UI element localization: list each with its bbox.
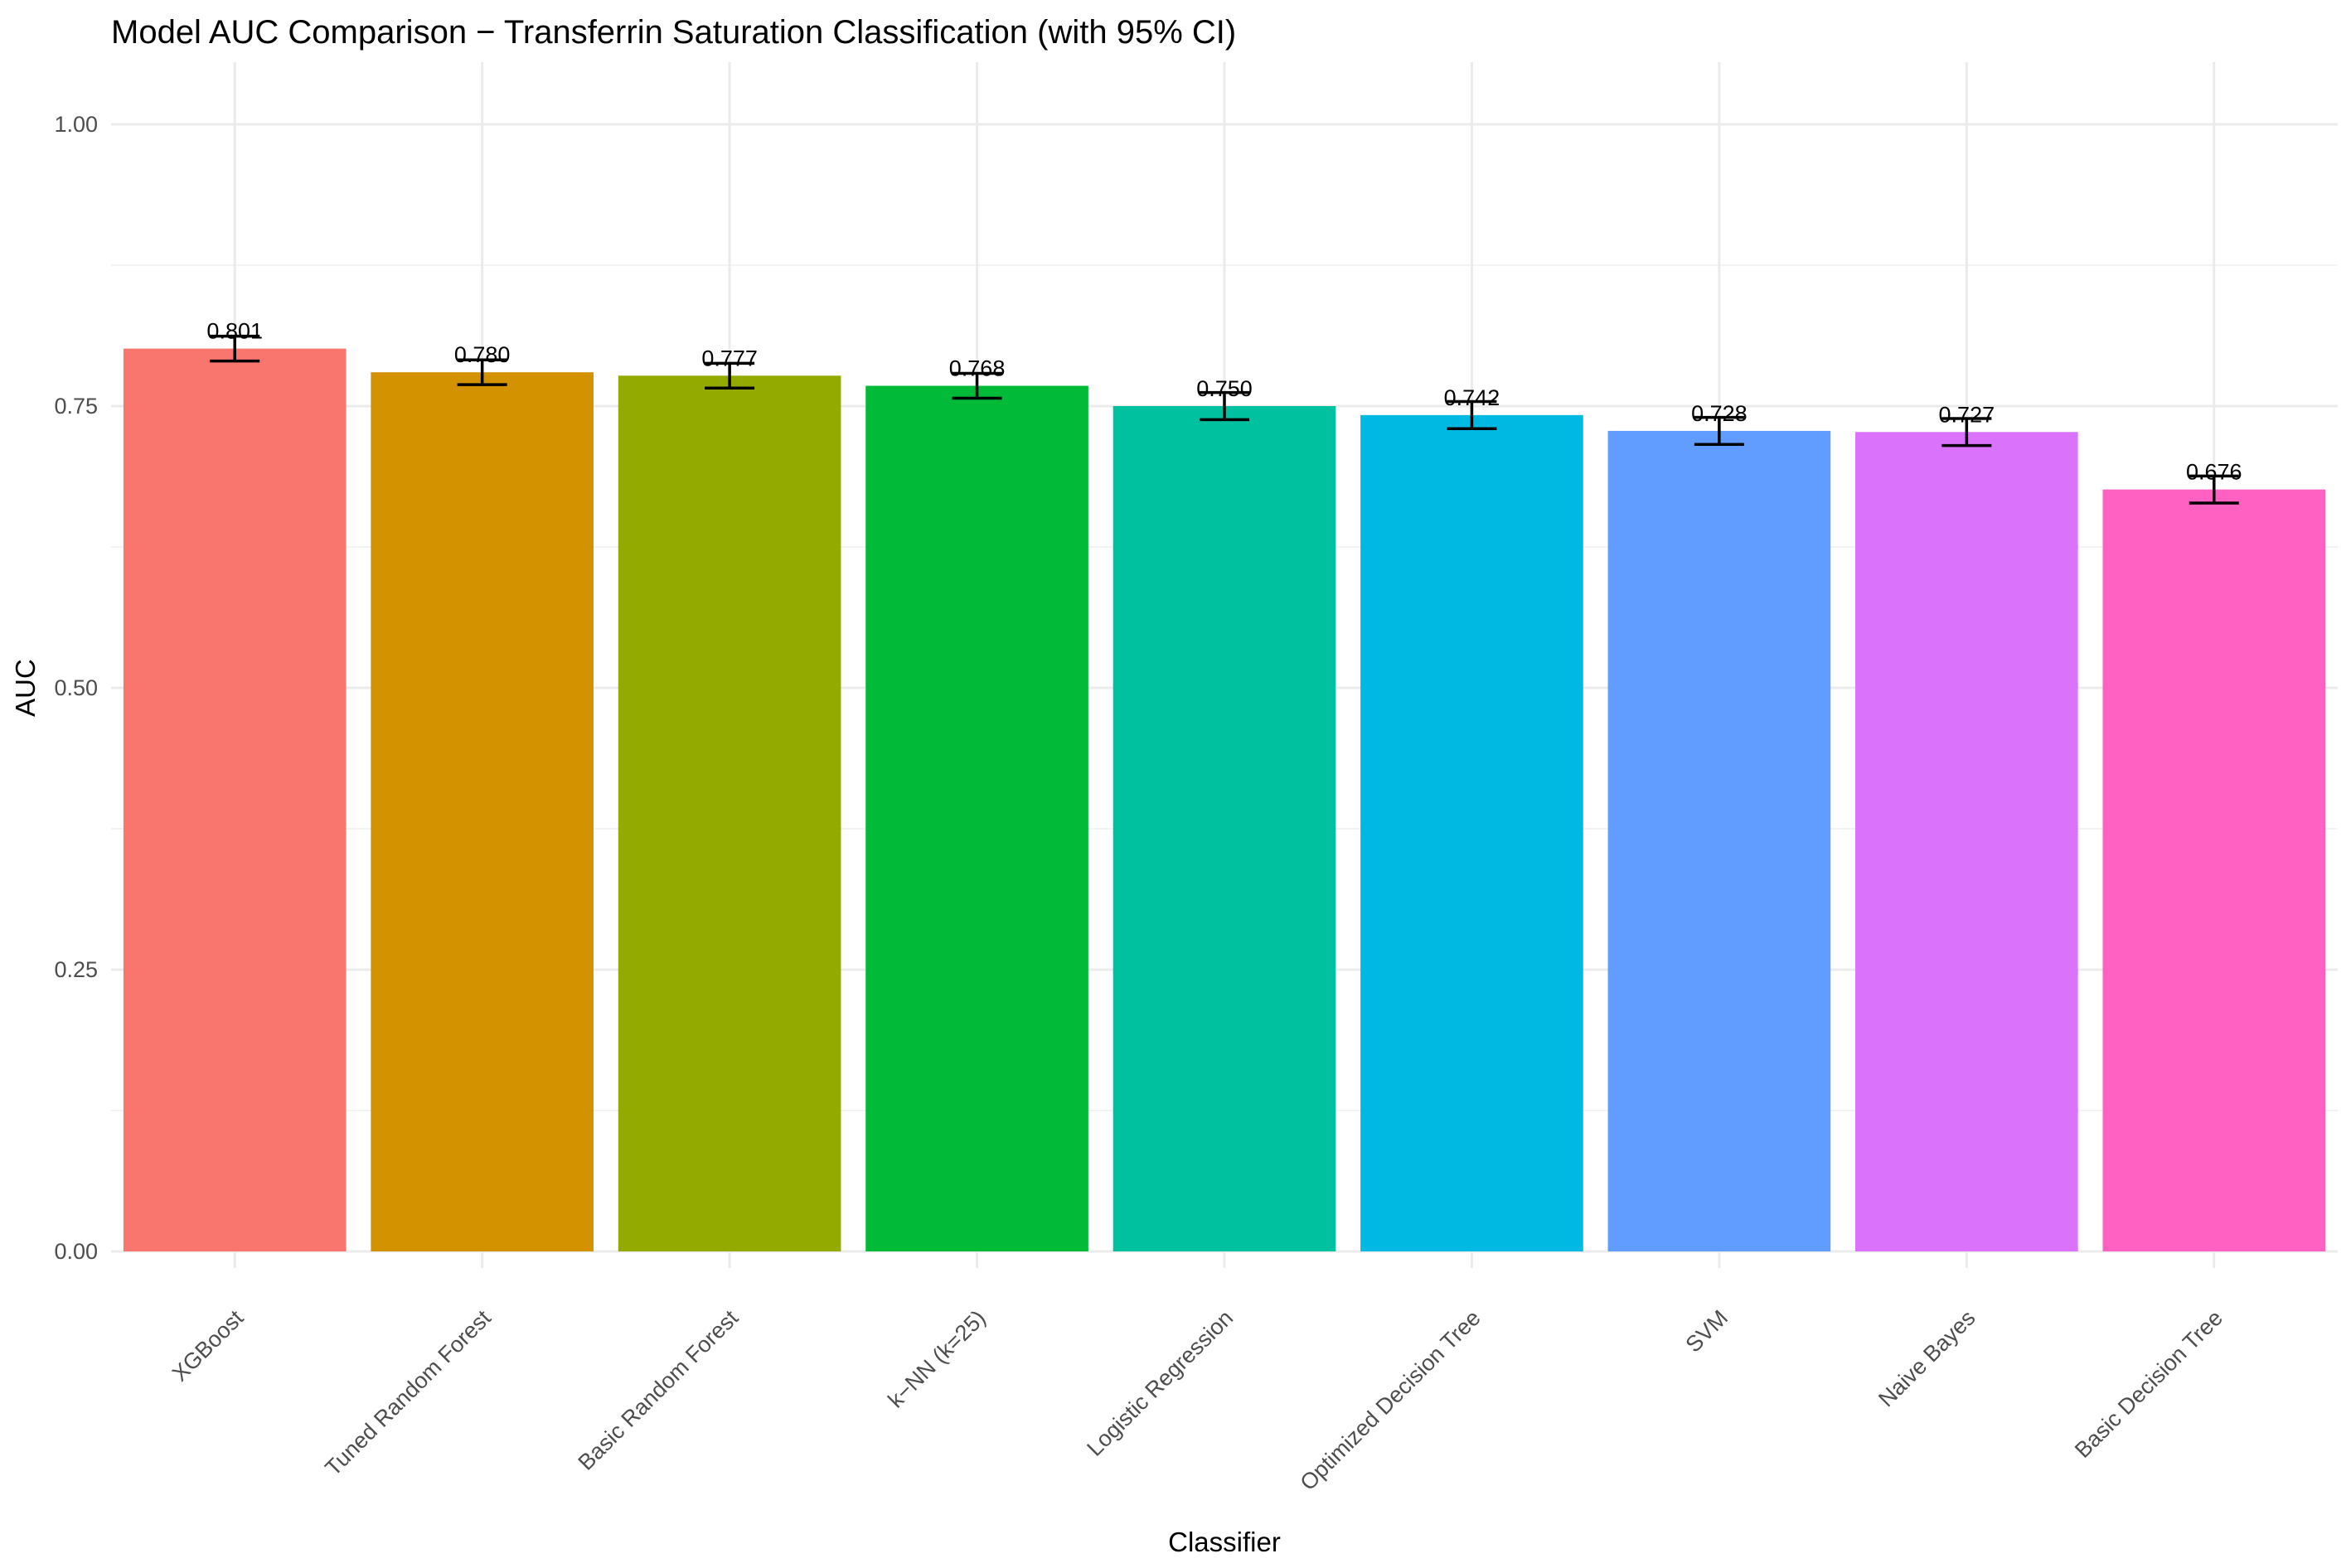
bars — [123, 348, 2326, 1252]
error-bar — [210, 334, 260, 363]
error-bars — [210, 334, 2239, 505]
bar — [1112, 406, 1336, 1251]
bar — [371, 372, 594, 1252]
data-label: 0.777 — [701, 346, 758, 370]
x-tick-label: Basic Decision Tree — [2070, 1305, 2227, 1463]
bar — [123, 348, 347, 1251]
data-label: 0.768 — [949, 356, 1006, 381]
data-label: 0.728 — [1691, 401, 1747, 426]
bar — [1607, 430, 1831, 1251]
data-label: 0.676 — [2186, 460, 2242, 485]
chart-title: Model AUC Comparison − Transferrin Satur… — [111, 14, 1236, 51]
y-axis-ticks: 0.00 0.25 0.50 0.75 1.00 — [54, 112, 98, 1264]
y-tick-label: 0.75 — [54, 394, 98, 419]
data-label: 0.801 — [206, 319, 263, 344]
data-label: 0.727 — [1939, 402, 1995, 427]
x-tick-label: XGBoost — [167, 1305, 249, 1387]
data-labels: 0.801 0.780 0.777 0.768 0.750 0.742 0.728 0.727… — [206, 319, 2242, 485]
error-bar — [1694, 415, 1744, 446]
bar — [618, 375, 841, 1251]
y-tick-label: 0.00 — [54, 1239, 98, 1264]
y-tick-label: 0.50 — [54, 675, 98, 700]
data-label: 0.750 — [1196, 376, 1253, 401]
x-tick-label: Tuned Random Forest — [320, 1305, 496, 1481]
error-bar — [1447, 399, 1497, 430]
data-label: 0.780 — [454, 342, 511, 367]
x-tick-label: Optimized Decision Tree — [1295, 1305, 1485, 1495]
error-bar — [1200, 390, 1249, 422]
x-tick-label: Naive Bayes — [1874, 1305, 1980, 1411]
bar — [1360, 414, 1583, 1251]
y-axis-title: AUC — [10, 659, 41, 717]
y-tick-label: 0.25 — [54, 957, 98, 982]
error-bar — [457, 358, 507, 386]
x-tick-label: Logistic Regression — [1082, 1305, 1238, 1461]
y-tick-label: 1.00 — [54, 112, 98, 137]
error-bar — [952, 371, 1002, 400]
x-tick-label: SVM — [1681, 1305, 1733, 1357]
error-bar — [705, 361, 755, 390]
error-bar — [1941, 417, 1992, 448]
bar — [865, 385, 1088, 1251]
bar — [1855, 432, 2078, 1251]
error-bar — [2189, 474, 2239, 505]
data-label: 0.742 — [1444, 385, 1500, 410]
x-axis-ticks: XGBoost Tuned Random Forest Basic Random F… — [167, 1305, 2227, 1496]
x-tick-label: k−NN (k=25) — [883, 1305, 990, 1412]
x-axis-title: Classifier — [1168, 1527, 1281, 1557]
x-tick-label: Basic Random Forest — [574, 1305, 744, 1475]
bar — [2102, 489, 2326, 1251]
